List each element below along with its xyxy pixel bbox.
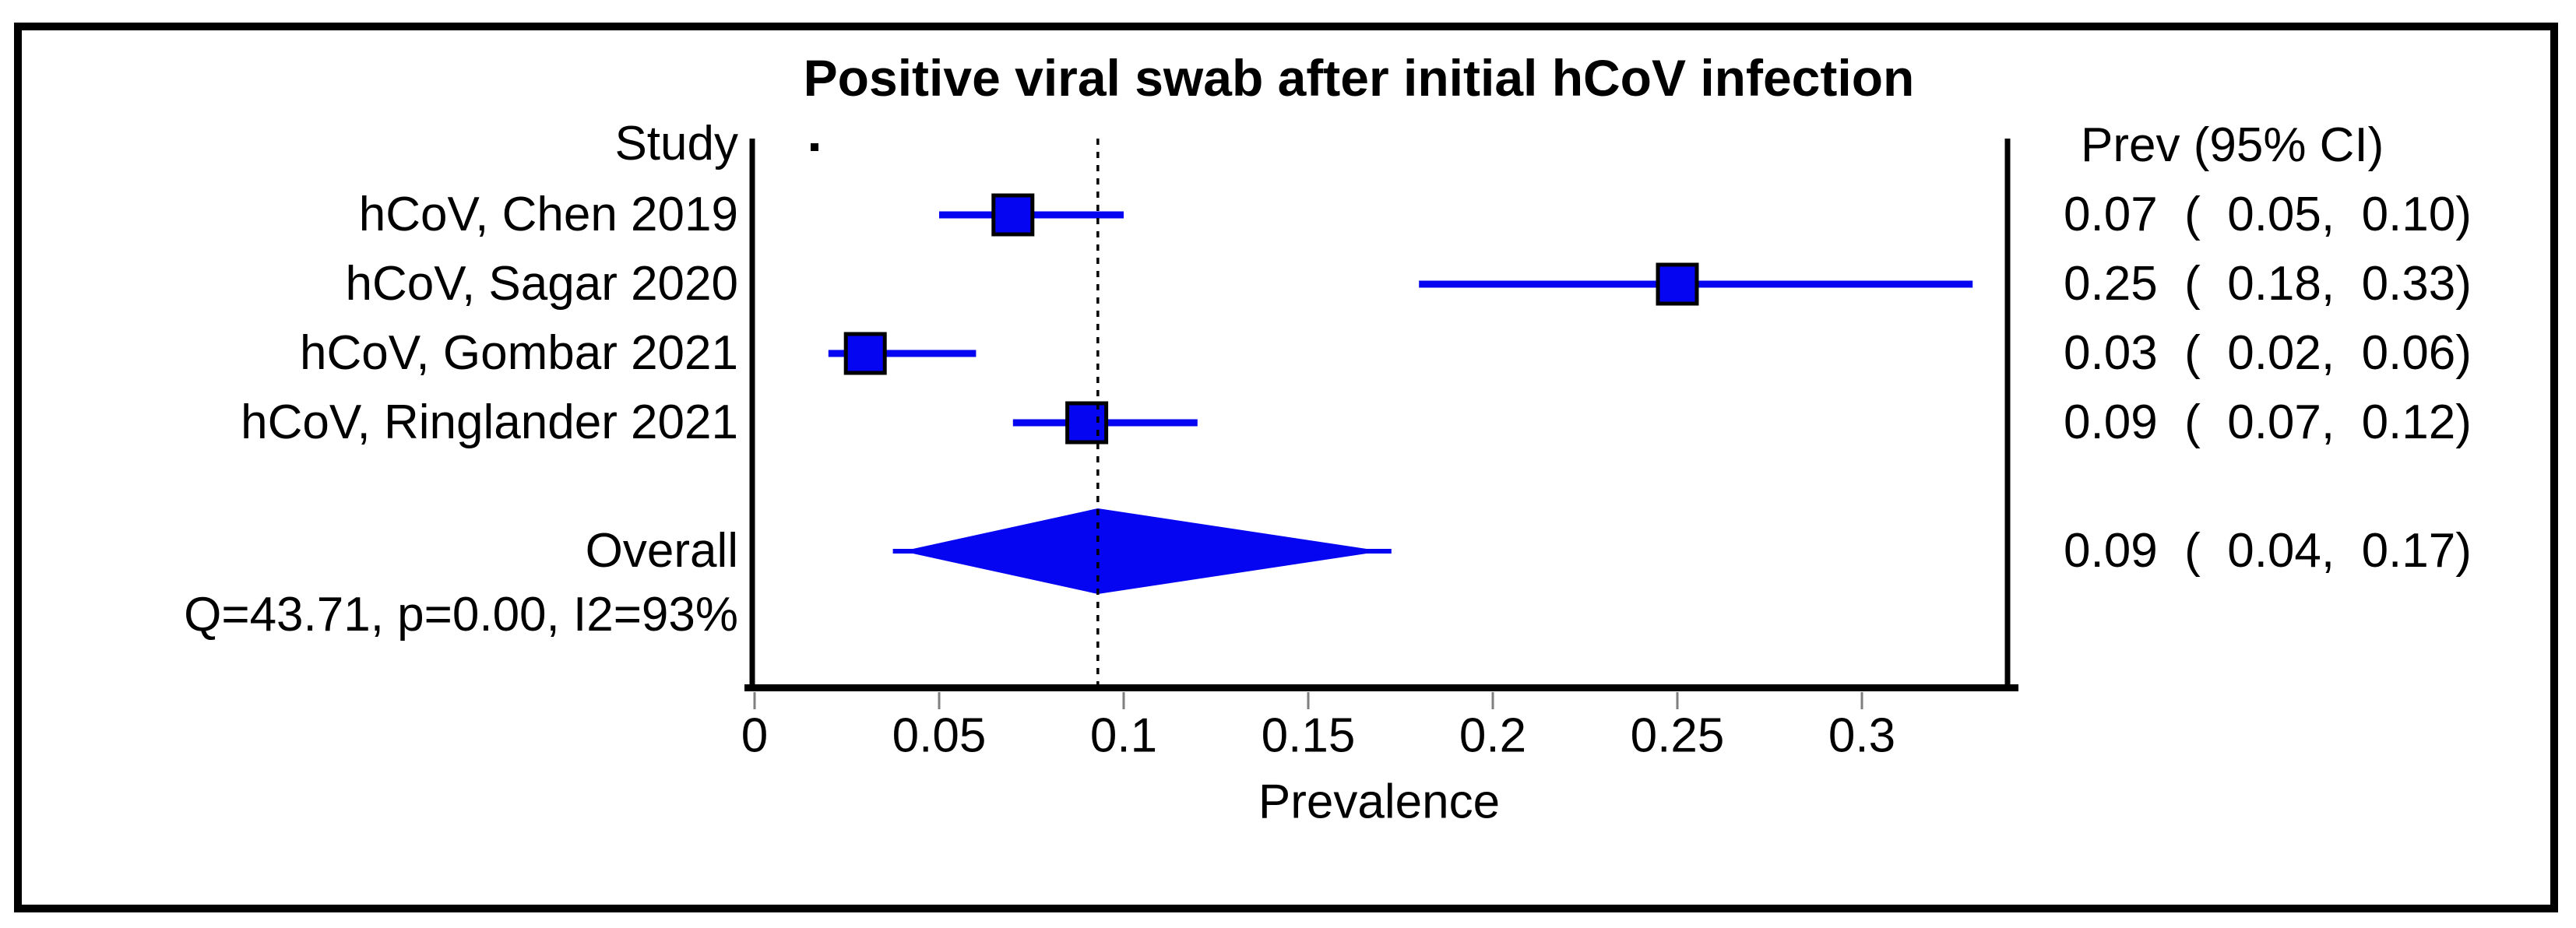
x-tick-label: 0 bbox=[741, 708, 769, 763]
heterogeneity-stats: Q=43.71, p=0.00, I2=93% bbox=[184, 588, 738, 642]
x-tick-label: 0.25 bbox=[1630, 708, 1725, 763]
x-axis-line bbox=[744, 684, 2018, 691]
overall-ci-value: 0.09 ( 0.04, 0.17) bbox=[2064, 524, 2472, 578]
point-estimate-marker bbox=[1065, 401, 1109, 445]
study-label: hCoV, Sagar 2020 bbox=[345, 257, 738, 311]
x-axis-label: Prevalence bbox=[1258, 775, 1501, 829]
point-estimate-marker bbox=[1656, 262, 1699, 306]
point-estimate-marker bbox=[843, 332, 887, 375]
x-tick-label: 0.1 bbox=[1089, 708, 1158, 763]
x-tick-label: 0.3 bbox=[1828, 708, 1896, 763]
x-tick-label: 0.05 bbox=[892, 708, 987, 763]
figure-border bbox=[14, 23, 2558, 912]
stray-dot-marker bbox=[811, 143, 818, 151]
study-label: hCoV, Ringlander 2021 bbox=[241, 395, 738, 449]
overall-diamond bbox=[902, 508, 1382, 594]
study-column-header: Study bbox=[614, 117, 738, 170]
study-label: hCoV, Gombar 2021 bbox=[300, 326, 738, 380]
prevalence-column-header: Prev (95% CI) bbox=[2081, 118, 2384, 172]
ci-value: 0.07 ( 0.05, 0.10) bbox=[2064, 188, 2472, 241]
point-estimate-marker bbox=[991, 193, 1035, 237]
chart-title: Positive viral swab after initial hCoV i… bbox=[803, 49, 1915, 107]
ci-value: 0.09 ( 0.07, 0.12) bbox=[2064, 395, 2472, 449]
x-tick-label: 0.2 bbox=[1459, 708, 1527, 763]
study-label: hCoV, Chen 2019 bbox=[358, 188, 738, 241]
ci-value: 0.03 ( 0.02, 0.06) bbox=[2064, 326, 2472, 380]
ci-value: 0.25 ( 0.18, 0.33) bbox=[2064, 257, 2472, 311]
x-tick-label: 0.15 bbox=[1261, 708, 1356, 763]
overall-label: Overall bbox=[585, 524, 738, 578]
